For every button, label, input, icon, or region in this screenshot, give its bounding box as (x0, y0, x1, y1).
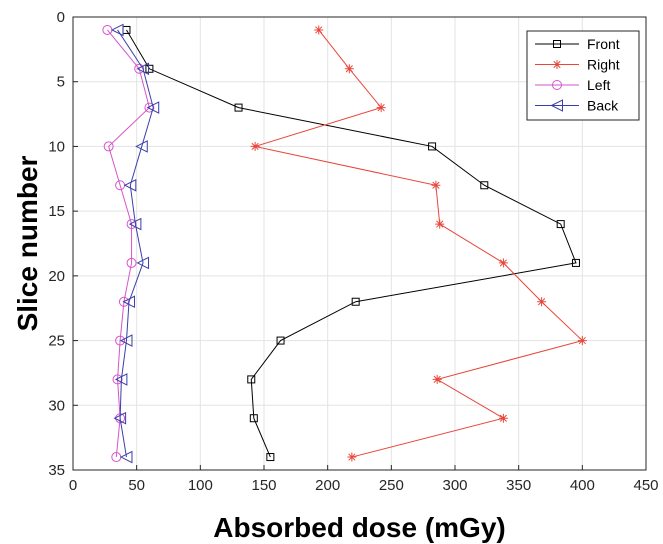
x-tick-label: 300 (442, 477, 467, 494)
legend-item-left: Left (535, 77, 610, 93)
data-point-right (250, 141, 260, 151)
data-point-left (103, 141, 114, 152)
data-point-back (146, 101, 160, 114)
data-point-back (119, 450, 133, 464)
legend-marker-front (553, 40, 561, 48)
data-point-front (480, 181, 489, 190)
data-point-right (577, 336, 587, 346)
y-tick-label: 10 (48, 138, 65, 155)
y-tick-label: 15 (48, 203, 65, 220)
data-point-right (537, 297, 547, 307)
y-tick-label: 20 (48, 268, 65, 285)
x-tick-label: 100 (188, 477, 213, 494)
data-point-left (115, 335, 126, 346)
data-point-front (247, 375, 256, 384)
legend-label-front: Front (587, 36, 620, 52)
data-point-left (134, 63, 145, 74)
data-point-right (347, 452, 357, 462)
series-front (122, 25, 580, 462)
legend-item-back: Back (535, 98, 619, 114)
data-point-left (126, 257, 137, 268)
y-tick-label: 35 (48, 462, 65, 479)
legend-marker-right (552, 60, 562, 69)
legend: Front Right Left Back (526, 30, 640, 121)
data-point-front (266, 453, 275, 462)
data-point-front (351, 297, 360, 306)
legend-item-front: Front (535, 36, 620, 52)
data-point-right (344, 64, 354, 74)
data-point-back (128, 217, 142, 231)
x-tick-label: 400 (570, 477, 595, 494)
y-tick-label: 5 (57, 74, 65, 91)
plot-frame (72, 16, 647, 471)
x-tick-label: 250 (379, 477, 404, 494)
x-tick-label: 150 (251, 477, 276, 494)
data-point-left (118, 296, 129, 307)
x-tick-label: 0 (69, 477, 77, 494)
legend-marker-back (550, 99, 563, 112)
legend-label-left: Left (587, 77, 610, 93)
y-tick-label: 0 (57, 9, 65, 26)
data-point-left (102, 24, 113, 35)
series-line-left (106, 29, 150, 458)
data-point-back (135, 140, 148, 153)
data-point-left (144, 102, 155, 113)
data-point-back (123, 178, 137, 192)
series-line-right (253, 29, 584, 458)
data-point-front (556, 220, 565, 229)
y-tick-label: 30 (48, 397, 65, 414)
ticks: 0 50 100 150 200 250 300 350 400 450 0 5 10 15 20 25 30 3… (48, 9, 658, 494)
data-point-back (136, 256, 150, 270)
legend-item-right: Right (535, 57, 620, 73)
data-point-front (145, 64, 154, 73)
data-point-front (276, 336, 285, 345)
y-axis-title: Slice number (12, 155, 43, 331)
x-tick-label: 200 (315, 477, 340, 494)
series-line-back (117, 29, 154, 458)
legend-label-back: Back (587, 98, 619, 114)
x-tick-label: 350 (506, 477, 531, 494)
series-left (102, 24, 155, 463)
series-layer (102, 23, 587, 464)
data-point-back (122, 295, 136, 309)
data-point-right (314, 25, 324, 35)
legend-marker-left (552, 80, 562, 90)
data-point-right (376, 103, 386, 113)
x-tick-label: 50 (128, 477, 145, 494)
data-point-back (136, 62, 150, 76)
series-line-front (126, 29, 577, 458)
data-point-left (112, 374, 123, 385)
series-right (250, 25, 587, 462)
legend-label-right: Right (587, 57, 620, 73)
data-point-left (126, 219, 137, 230)
data-point-right (435, 219, 445, 229)
data-point-back (110, 23, 124, 37)
data-point-right (498, 413, 508, 423)
y-tick-label: 25 (48, 333, 65, 350)
data-point-back (113, 411, 127, 425)
data-point-front (234, 103, 243, 112)
data-point-right (432, 374, 442, 384)
data-point-right (431, 180, 441, 190)
data-point-right (498, 258, 508, 268)
data-point-back (119, 334, 133, 347)
data-point-front (428, 142, 437, 151)
series-back (110, 23, 160, 464)
data-point-front (249, 414, 258, 423)
x-tick-label: 450 (633, 477, 658, 494)
x-axis-title: Absorbed dose (mGy) (213, 512, 505, 543)
data-point-back (114, 373, 128, 386)
data-point-front (571, 258, 580, 267)
